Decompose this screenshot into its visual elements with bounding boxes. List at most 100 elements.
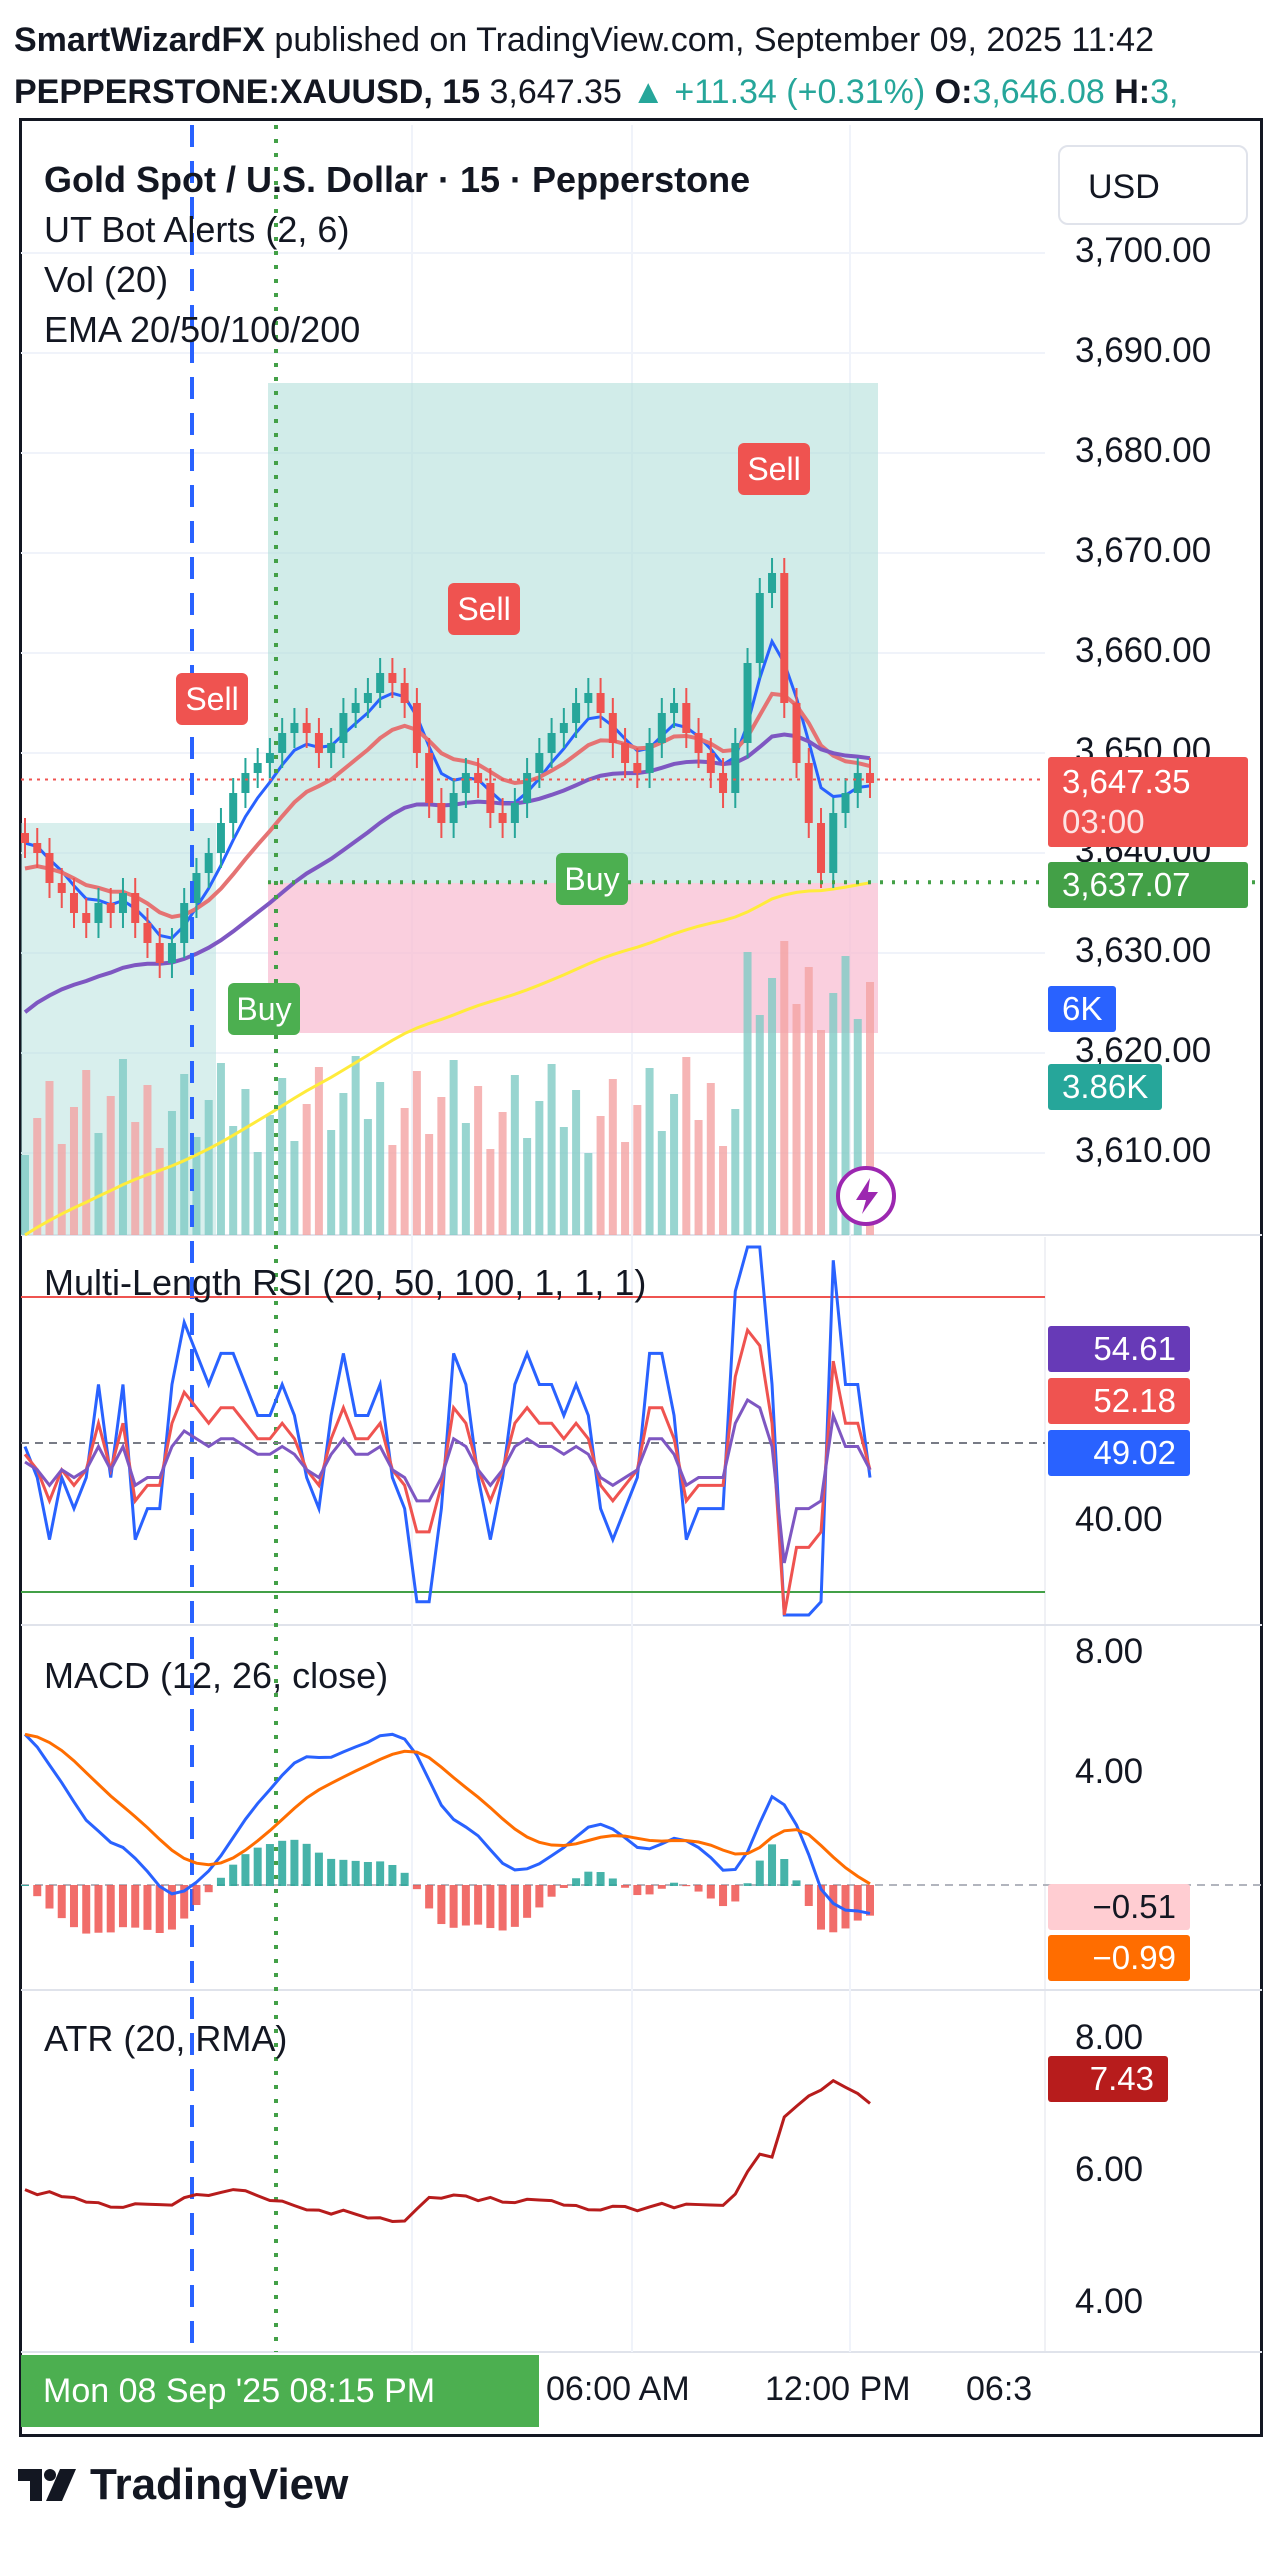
volume-badge-386k: 3.86K — [1048, 1064, 1163, 1110]
volume-bar — [388, 1145, 397, 1235]
volume-bar — [400, 1108, 409, 1235]
candle-body — [719, 773, 728, 793]
candle-body — [253, 763, 262, 773]
candle-body — [731, 743, 740, 793]
candle-body — [670, 703, 679, 713]
candle-body — [486, 783, 495, 813]
macd-histogram-bar — [792, 1880, 801, 1886]
macd-histogram-bar — [339, 1859, 348, 1886]
volume-bar — [412, 1071, 421, 1235]
volume-bar — [425, 1134, 434, 1235]
macd-histogram-bar — [829, 1885, 838, 1933]
volume-bar — [657, 1131, 666, 1235]
candle-body — [621, 743, 630, 763]
crosshair-time-label: Mon 08 Sep '25 08:15 PM — [21, 2355, 539, 2427]
macd-histogram-bar — [302, 1843, 311, 1886]
candle-body — [363, 693, 372, 703]
time-label-0600: 06:00 AM — [546, 2370, 690, 2408]
volume-bar — [645, 1068, 654, 1235]
candle-body — [645, 743, 654, 773]
macd-histogram-bar — [474, 1885, 483, 1925]
candle-body — [437, 803, 446, 823]
candle-body — [743, 663, 752, 743]
macd-histogram-bar — [461, 1885, 470, 1926]
macd-histogram-bar — [241, 1854, 250, 1886]
macd-histogram-bar — [853, 1885, 862, 1921]
volume-bar — [229, 1126, 238, 1235]
volume-bar — [584, 1153, 593, 1235]
candle-body — [596, 693, 605, 713]
macd-histogram-bar — [388, 1864, 397, 1886]
macd-title[interactable]: MACD (12, 26, close) — [44, 1655, 389, 1696]
price-scale-label: 3,620.00 — [1075, 1031, 1212, 1070]
candle-body — [559, 723, 568, 733]
volume-bar — [829, 993, 838, 1235]
volume-bar — [817, 1030, 826, 1235]
candle-body — [449, 793, 458, 823]
rsi-title[interactable]: Multi-Length RSI (20, 50, 100, 1, 1, 1) — [44, 1262, 647, 1303]
macd-histogram-bar — [437, 1885, 446, 1925]
atr-line — [24, 2078, 871, 2223]
legend-ema[interactable]: EMA 20/50/100/200 — [44, 309, 361, 350]
volume-bar — [596, 1116, 605, 1235]
sell-signal: Sell — [448, 583, 520, 635]
macd-histogram-bar — [768, 1844, 777, 1886]
candle-body — [131, 893, 140, 923]
macd-scale-8: 8.00 — [1075, 1632, 1144, 1671]
atr-title[interactable]: ATR (20, RMA) — [44, 2018, 288, 2059]
macd-histogram-bar — [486, 1885, 495, 1929]
volume-bar — [143, 1085, 152, 1235]
candle-body — [461, 773, 470, 793]
macd-histogram-bar — [559, 1885, 568, 1888]
candle-body — [229, 793, 238, 823]
chart-frame — [19, 118, 1263, 2437]
time-label-1200: 12:00 PM — [765, 2370, 911, 2408]
buy-signal-box — [228, 983, 300, 1035]
volume-bar — [376, 1082, 385, 1235]
level-badge: 3,637.07 — [1048, 862, 1248, 908]
candle-body — [829, 813, 838, 873]
macd-histogram-bar — [69, 1885, 78, 1928]
candle-body — [167, 943, 176, 963]
tradingview-logo[interactable]: TradingView — [16, 2460, 348, 2510]
volume-bar — [633, 1105, 642, 1235]
candle-body — [278, 733, 287, 753]
macd-histogram-bar — [755, 1860, 764, 1886]
macd-histogram-bar — [719, 1885, 728, 1907]
volume-bar — [621, 1142, 630, 1235]
macd-histogram-bar — [253, 1847, 262, 1886]
candle-body — [155, 943, 164, 963]
macd-histogram-bar — [57, 1885, 66, 1919]
candle-body — [523, 773, 532, 803]
legend-volume[interactable]: Vol (20) — [44, 259, 169, 300]
lightning-icon — [836, 1166, 896, 1226]
candle-body — [853, 773, 862, 793]
atr-scale-4: 4.00 — [1075, 2282, 1144, 2321]
candle-body — [314, 733, 323, 753]
volume-bar — [290, 1141, 299, 1235]
macd-histogram-bar — [841, 1885, 850, 1929]
volume-bar — [670, 1094, 679, 1235]
candle-body — [290, 723, 299, 733]
volume-bar — [804, 967, 813, 1235]
price-scale-label: 3,670.00 — [1075, 531, 1212, 570]
loss-zone — [268, 883, 878, 1033]
candle-body — [69, 893, 78, 913]
currency-button[interactable]: USD — [1058, 145, 1248, 225]
macd-histogram-bar — [155, 1885, 164, 1933]
volume-bar — [719, 1146, 728, 1235]
sell-signal-label: Sell — [747, 451, 800, 487]
macd-histogram-bar — [131, 1885, 140, 1928]
volume-bar — [69, 1107, 78, 1235]
macd-histogram-bar — [265, 1844, 274, 1886]
candle-body — [118, 893, 127, 913]
volume-bar — [841, 956, 850, 1235]
tradingview-brand: TradingView — [90, 2460, 349, 2509]
legend-ut-bot[interactable]: UT Bot Alerts (2, 6) — [44, 209, 350, 250]
macd-histogram-bar — [510, 1885, 519, 1927]
candle-body — [608, 713, 617, 743]
volume-bar — [302, 1104, 311, 1235]
sell-signal-label: Sell — [185, 681, 238, 717]
volume-bar — [755, 1015, 764, 1235]
